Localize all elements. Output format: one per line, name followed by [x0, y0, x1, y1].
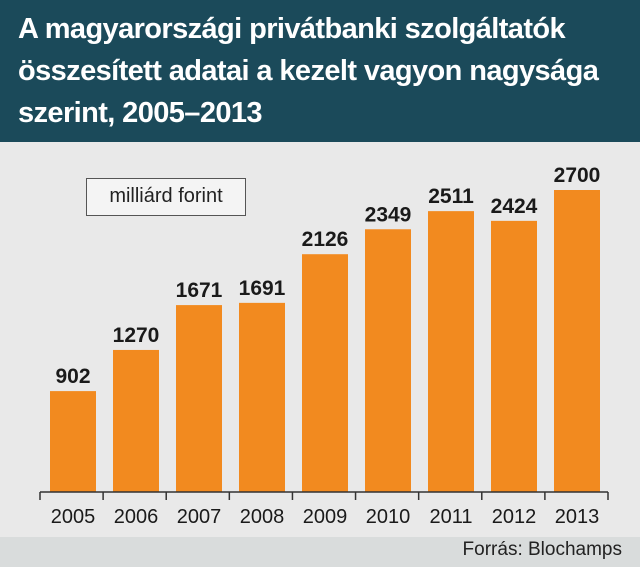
bar-2005 [50, 391, 96, 492]
bar-2009 [302, 254, 348, 492]
unit-label: milliárd forint [86, 178, 246, 216]
source-note: Forrás: Blochamps [462, 539, 622, 560]
data-label-2009: 2126 [302, 228, 349, 251]
bar-2012 [491, 220, 537, 493]
bar-2006 [113, 349, 159, 492]
data-label-2012: 2424 [491, 195, 538, 218]
tick-label-2012: 2012 [492, 506, 537, 528]
tick-label-2009: 2009 [303, 506, 348, 528]
tick-label-2013: 2013 [555, 506, 600, 528]
header-banner: A magyarországi privátbanki szolgáltatók… [0, 0, 640, 142]
data-label-2006: 1270 [113, 324, 160, 347]
tick-label-2007: 2007 [177, 506, 222, 528]
tick-label-2005: 2005 [51, 506, 96, 528]
tick-label-2006: 2006 [114, 506, 159, 528]
bar-2007 [176, 305, 222, 492]
data-label-2010: 2349 [365, 203, 412, 226]
tick-label-2008: 2008 [240, 506, 285, 528]
footer: Forrás: Blochamps [0, 537, 640, 567]
bars-group [50, 190, 600, 493]
tick-label-2011: 2011 [429, 506, 472, 528]
data-label-2007: 1671 [176, 279, 223, 302]
tick-label-2010: 2010 [366, 506, 411, 528]
bar-chart: 902 1270 1671 1691 2126 2349 2511 2424 2700 2005… [39, 164, 609, 528]
data-label-2008: 1691 [239, 277, 286, 300]
chart-title: A magyarországi privátbanki szolgáltatók… [18, 13, 599, 129]
data-labels-group: 902 1270 1671 1691 2126 2349 2511 2424 2700 [55, 164, 600, 388]
bar-2013 [554, 190, 600, 492]
x-axis: 2005 2006 2007 2008 2009 2010 2011 2012 2013 [39, 491, 609, 528]
data-label-2011: 2511 [428, 185, 474, 208]
bar-2010 [365, 229, 411, 492]
bar-2008 [239, 302, 285, 492]
data-label-2005: 902 [55, 365, 90, 388]
bar-2011 [428, 211, 474, 492]
data-label-2013: 2700 [554, 164, 601, 187]
